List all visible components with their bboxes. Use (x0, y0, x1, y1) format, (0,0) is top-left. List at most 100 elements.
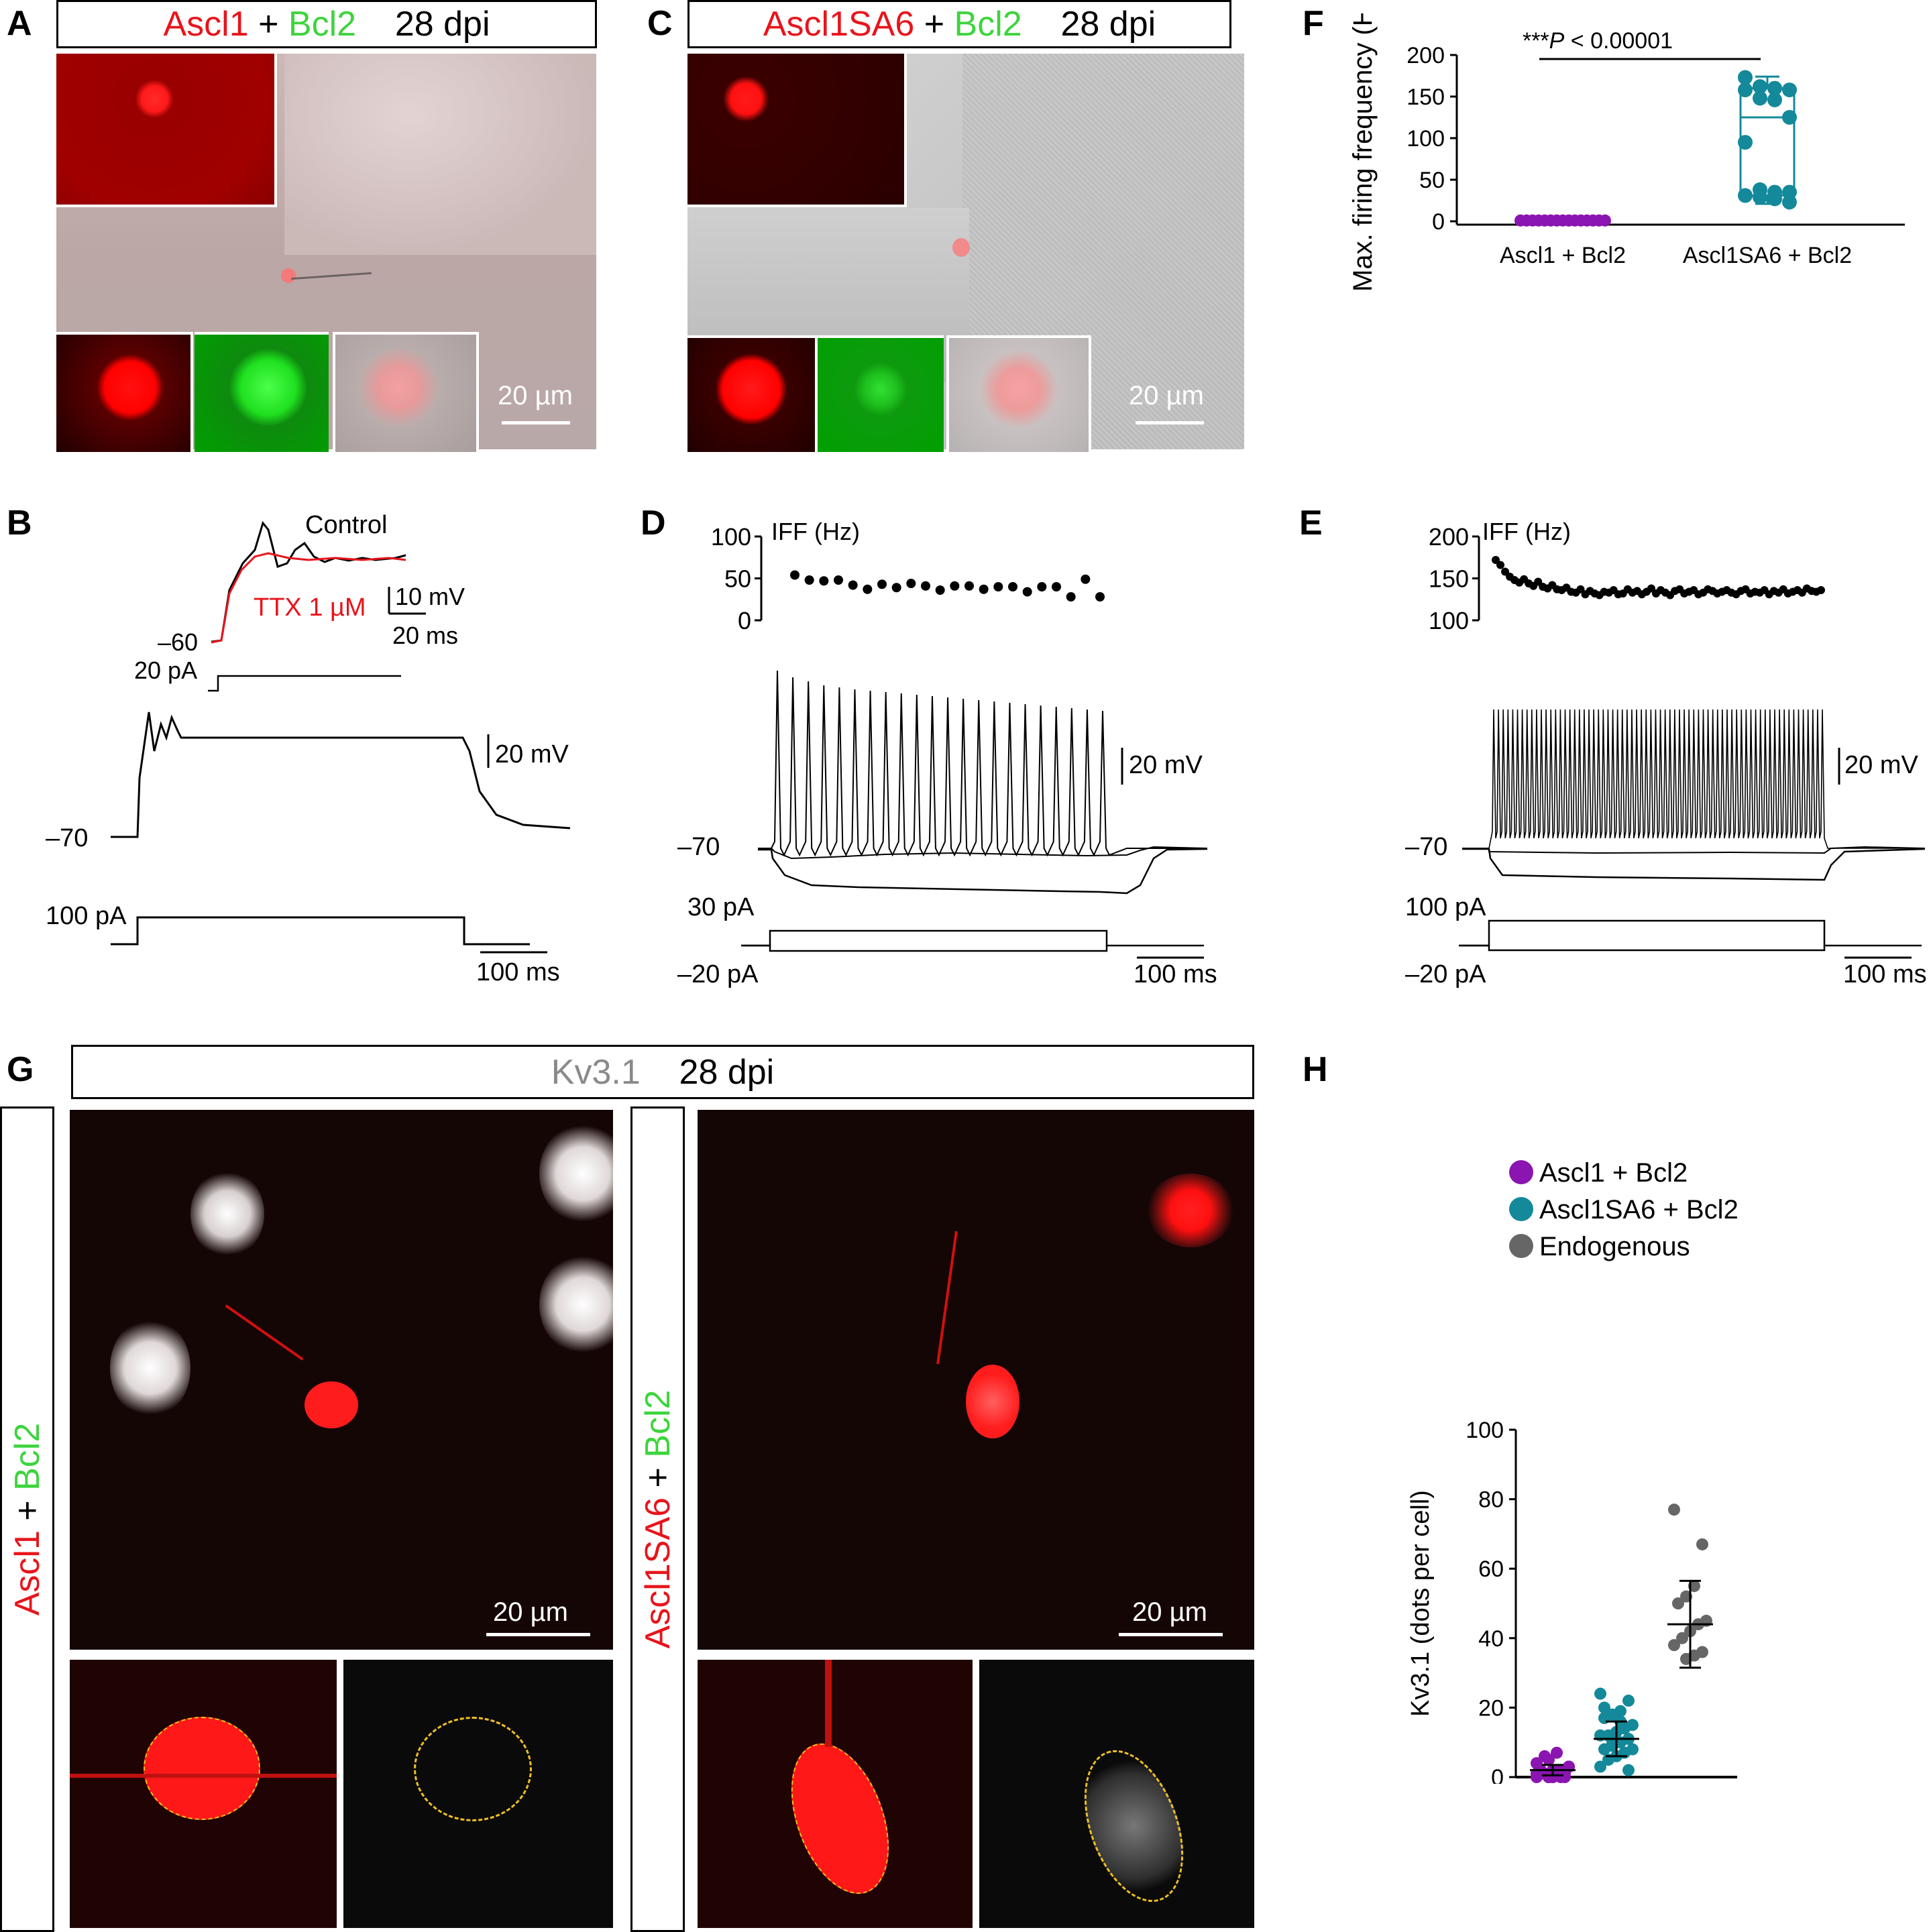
h-data-point (1622, 1695, 1635, 1707)
g-right-red: Ascl1SA6 (638, 1497, 677, 1649)
h-data-point (1594, 1687, 1606, 1700)
f-y-tick-label: 0 (1432, 209, 1445, 235)
d-scale-ms: 100 ms (1134, 960, 1217, 988)
h-y-tick-label: 80 (1478, 1487, 1504, 1513)
h-legend-marker (1509, 1234, 1533, 1258)
f-y-axis-label: Max. firing frequency (Hz) (1348, 13, 1378, 292)
label-ttx: TTX 1 µM (254, 593, 366, 622)
d-iff-data-point (964, 581, 974, 591)
f-y-tick-label: 50 (1419, 168, 1445, 193)
label-i-inset: 20 pA (134, 657, 197, 684)
f-data-point (1782, 82, 1797, 98)
e-iff-y-tick-label: 100 (1429, 607, 1469, 634)
title-kv31: Kv3.1 (551, 1052, 641, 1092)
g-right-inset-grey (979, 1660, 1254, 1928)
h-data-point (1676, 1632, 1688, 1644)
e-iff-data-point (1496, 561, 1505, 569)
f-data-point (1753, 79, 1767, 95)
inset-a-red (56, 54, 277, 207)
chart-d: 0 50 100 IFF (Hz) –70 20 mV 30 pA –20 pA 1… (677, 518, 1217, 988)
e-i-pos: 100 pA (1405, 893, 1486, 921)
f-data-point (1738, 188, 1753, 203)
g-left-green: Bcl2 (7, 1422, 47, 1491)
panel-label-e: E (1299, 504, 1323, 543)
f-data-point (1782, 110, 1797, 125)
d-iff-data-point (1008, 582, 1017, 591)
panel-c-title: Ascl1SA6 + Bcl2 28 dpi (687, 0, 1231, 48)
e-scale-mv: 20 mV (1844, 751, 1918, 779)
f-y-tick-label: 150 (1406, 84, 1445, 110)
d-iff-data-point (921, 581, 930, 591)
inset-c-green (818, 335, 944, 452)
title-dpi: 28 dpi (394, 5, 490, 44)
d-iff-label: IFF (Hz) (771, 518, 860, 545)
f-data-point (1738, 70, 1753, 85)
d-iff-y-tick-label: 50 (724, 565, 751, 593)
scale-bar-a (502, 421, 570, 424)
g-right-inset-red (698, 1660, 973, 1928)
scale-mv-inset: 10 mV (395, 583, 465, 610)
panel-a-title: Ascl1 + Bcl2 28 dpi (56, 0, 597, 48)
h-y-tick-label: 0 (1491, 1765, 1504, 1784)
d-iff-data-point (1037, 582, 1047, 591)
title-dpi: 28 dpi (679, 1052, 775, 1092)
d-i-neg: –20 pA (677, 960, 759, 988)
h-data-point (1594, 1760, 1606, 1773)
chart-e: 100 150 200 IFF (Hz) –70 20 mV 100 pA –20 … (1405, 518, 1927, 988)
d-i-pos: 30 pA (687, 893, 755, 921)
g-right-plus: + (638, 1457, 677, 1497)
d-iff-data-point (993, 582, 1003, 591)
d-iff-data-point (877, 579, 887, 589)
title-bcl2: Bcl2 (288, 5, 357, 44)
h-data-point (1551, 1746, 1563, 1759)
d-iff-data-point (906, 579, 916, 588)
chart-f: 0 50 100 150 200 Max. firing frequency (Hz) As… (1348, 13, 1905, 292)
d-iff-data-point (1052, 582, 1061, 591)
e-scale-ms: 100 ms (1843, 960, 1927, 988)
title-dpi: 28 dpi (1060, 5, 1156, 44)
e-i-neg: –20 pA (1405, 960, 1486, 988)
e-iff-y-tick-label: 150 (1429, 565, 1469, 593)
label-control: Control (305, 511, 388, 539)
f-x-tick-label: Ascl1 + Bcl2 (1500, 243, 1626, 268)
f-data-point (1767, 80, 1782, 96)
e-v-rest: –70 (1405, 833, 1447, 861)
panel-label-g: G (7, 1050, 34, 1089)
title-ascl1: Ascl1 (163, 5, 249, 44)
d-v-rest: –70 (677, 833, 720, 861)
label-v-rest: –70 (46, 824, 88, 852)
panel-label-h: H (1303, 1050, 1328, 1089)
panel-label-c: C (647, 4, 673, 43)
f-pvalue: ***P < 0.00001 (1523, 28, 1673, 54)
trace-control (211, 520, 406, 643)
scale-mv: 20 mV (495, 740, 569, 769)
trace-panel-b: Control TTX 1 µM –60 10 mV 20 ms 20 pA –… (46, 511, 571, 986)
f-y-tick-label: 200 (1406, 43, 1445, 68)
d-iff-data-point (935, 585, 945, 595)
e-iff-data-point (1647, 584, 1655, 593)
g-right-green: Bcl2 (638, 1389, 677, 1458)
d-iff-data-point (1022, 587, 1032, 597)
e-iff-label: IFF (Hz) (1482, 518, 1571, 545)
g-left-plus: + (7, 1490, 47, 1531)
f-data-point (1738, 135, 1753, 150)
d-iff-data-point (790, 570, 799, 580)
label-i-step: 100 pA (46, 902, 127, 930)
inset-c-red (687, 54, 907, 207)
d-iff-data-point (1066, 592, 1076, 602)
f-data-point (1753, 190, 1767, 205)
inset-c-red-2 (687, 335, 818, 452)
d-iff-data-point (891, 583, 901, 593)
e-iff-data-point (1576, 585, 1585, 593)
inset-a-merge (333, 332, 479, 455)
g-left-label: Ascl1 + Bcl2 (2, 1109, 52, 1930)
d-iff-data-point (979, 584, 989, 594)
title-bcl2: Bcl2 (954, 5, 1022, 44)
inset-a-red-2 (56, 332, 193, 452)
f-data-point (1738, 82, 1753, 98)
d-iff-y-tick-label: 100 (711, 523, 751, 551)
panel-label-b: B (7, 504, 32, 543)
scale-a: 20 µm (498, 381, 573, 410)
g-right-label: Ascl1SA6 + Bcl2 (632, 1109, 683, 1930)
h-data-point (1672, 1597, 1684, 1609)
